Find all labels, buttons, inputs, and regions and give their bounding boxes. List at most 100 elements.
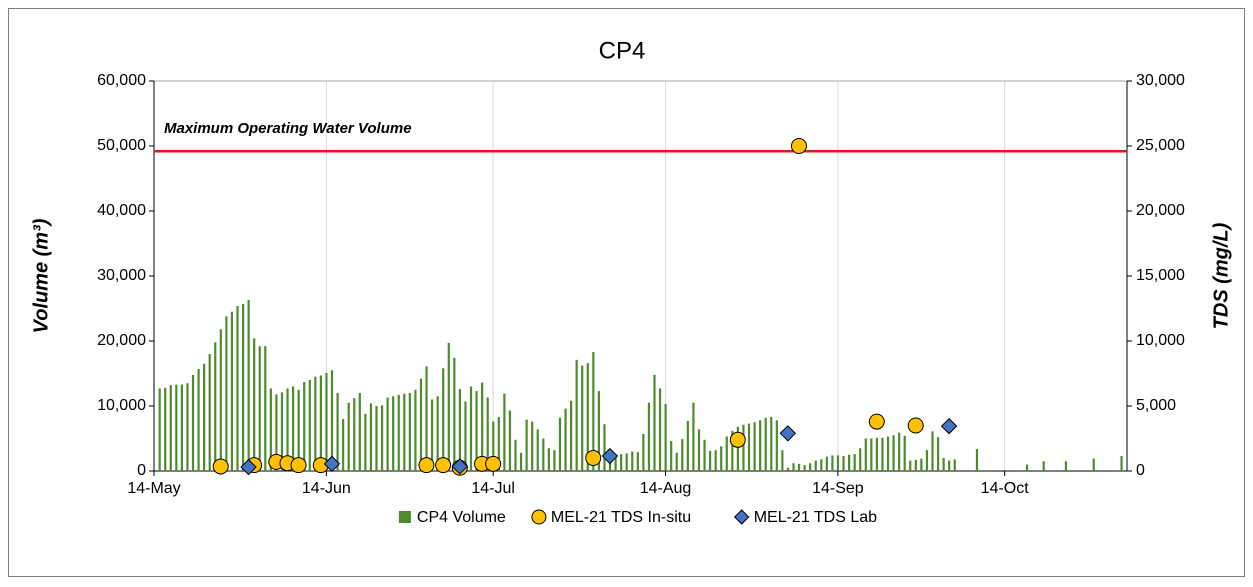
bar <box>614 454 617 471</box>
bar <box>264 346 267 471</box>
bar <box>764 417 767 471</box>
bar <box>353 398 356 471</box>
bar <box>820 459 823 471</box>
bar <box>180 384 183 471</box>
bar <box>714 450 717 471</box>
bar <box>286 388 289 471</box>
y2-tick-label: 30,000 <box>1136 72 1185 89</box>
bar <box>586 363 589 471</box>
bar <box>742 424 745 471</box>
bar <box>936 437 940 471</box>
bar <box>369 403 373 471</box>
bar <box>169 385 172 471</box>
bar <box>853 454 856 471</box>
bar <box>542 438 545 471</box>
bar <box>625 453 628 471</box>
bar <box>241 303 245 471</box>
y2-tick-label: 0 <box>1136 462 1145 479</box>
bar <box>269 388 272 471</box>
bar <box>275 394 278 471</box>
bar <box>886 436 890 471</box>
bar <box>631 451 634 471</box>
bar <box>859 448 862 471</box>
legend-swatch <box>398 511 411 523</box>
bar <box>647 402 651 471</box>
point <box>868 413 885 430</box>
bar <box>164 387 167 471</box>
bar <box>508 410 512 471</box>
bar <box>403 393 406 471</box>
bar <box>875 437 878 471</box>
y-tick-label: 40,000 <box>97 202 146 219</box>
bar <box>775 420 778 471</box>
bar <box>925 450 929 471</box>
legend-swatch <box>733 509 750 525</box>
bar <box>375 406 378 471</box>
bar <box>191 374 195 471</box>
chart-border <box>8 8 1245 577</box>
point <box>601 447 619 465</box>
bar <box>436 396 439 471</box>
bar <box>725 436 728 471</box>
point <box>779 425 797 442</box>
x-tick-label: 14-Jul <box>471 480 515 497</box>
bar <box>431 399 434 471</box>
y2-tick-label: 15,000 <box>1136 267 1185 284</box>
bar <box>308 380 311 471</box>
y-tick-label: 20,000 <box>97 332 146 349</box>
x-tick-label: 14-Sep <box>812 480 864 497</box>
bar <box>219 329 222 471</box>
bar <box>531 421 534 471</box>
bar <box>347 402 350 471</box>
bar <box>564 408 567 471</box>
bar <box>469 386 473 471</box>
bar <box>475 391 478 471</box>
legend-label: CP4 Volume <box>417 509 506 526</box>
bar <box>380 405 384 471</box>
bar <box>953 459 956 471</box>
bar <box>525 419 528 471</box>
bar <box>342 419 345 471</box>
y-axis-label: Volume (m³) <box>30 218 52 333</box>
bar <box>909 460 912 471</box>
bar <box>230 311 234 471</box>
point <box>240 458 257 476</box>
bar <box>681 439 684 471</box>
x-tick-label: 14-Aug <box>640 480 692 497</box>
point <box>435 457 452 474</box>
bar <box>636 452 639 471</box>
bar <box>558 417 562 471</box>
bar <box>453 357 456 471</box>
bar <box>408 393 411 471</box>
x-tick-label: 14-May <box>127 480 180 497</box>
bar <box>536 429 539 471</box>
bar <box>842 456 845 471</box>
bar <box>592 352 595 471</box>
bar <box>297 389 300 471</box>
bar <box>797 463 801 471</box>
bar <box>325 372 328 471</box>
x-tick-label: 14-Oct <box>981 480 1030 497</box>
bar <box>314 376 317 471</box>
y2-tick-label: 10,000 <box>1136 332 1185 349</box>
bar <box>225 316 228 471</box>
bar <box>864 438 867 471</box>
bar <box>870 438 873 471</box>
bar <box>836 455 840 471</box>
bar <box>831 455 834 471</box>
bar <box>664 404 667 471</box>
bar <box>903 435 906 471</box>
y-tick-label: 10,000 <box>97 397 146 414</box>
bar <box>208 354 211 471</box>
bar <box>358 393 361 471</box>
bar <box>1092 458 1095 471</box>
bar <box>1120 456 1123 471</box>
bar <box>709 450 712 471</box>
bar <box>792 463 795 471</box>
point <box>485 455 502 472</box>
bar <box>175 384 178 471</box>
bar <box>753 422 756 471</box>
bar <box>786 467 790 471</box>
bar <box>581 365 584 471</box>
